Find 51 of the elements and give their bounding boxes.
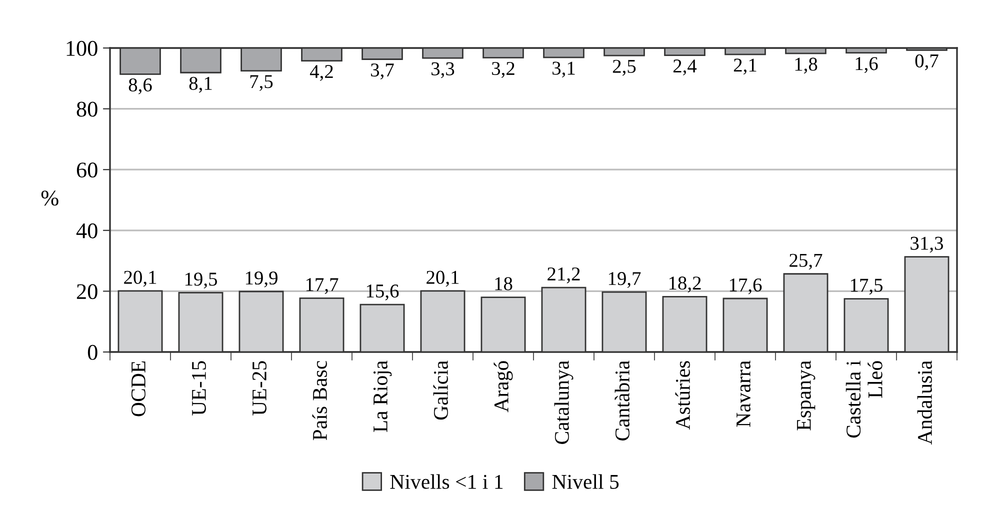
x-tick-label: País Basc — [312, 360, 327, 440]
data-label: 4,2 — [310, 65, 333, 81]
data-label: 21,2 — [548, 267, 580, 284]
data-label: 31,3 — [910, 236, 944, 253]
x-tick-label: Cantàbria — [614, 360, 630, 440]
data-label: 8,6 — [128, 78, 152, 94]
legend-label: Nivells <1 i 1 — [390, 474, 503, 489]
data-label: 3,7 — [371, 64, 394, 80]
data-label: 3,3 — [432, 62, 454, 78]
x-tick-label: La Rioja — [373, 360, 392, 432]
x-tick-label: Aragó — [494, 361, 513, 412]
legend-label: Nivell 5 — [552, 474, 619, 489]
data-label: 2,1 — [734, 58, 756, 75]
x-tick-label: Espanya — [797, 360, 816, 430]
data-label: 1,8 — [795, 58, 818, 74]
y-tick-label: 80 — [76, 102, 98, 117]
y-axis-title: % — [41, 190, 58, 206]
data-label: 1,6 — [856, 57, 878, 73]
x-tick-label: Astúries — [675, 361, 690, 430]
data-label: 18 — [495, 277, 512, 290]
data-label: 25,7 — [790, 254, 822, 270]
y-tick-label: 100 — [66, 40, 98, 56]
x-tick-label: OCDE — [131, 361, 146, 416]
data-label: 2,5 — [612, 60, 636, 76]
data-label: 18,2 — [669, 276, 701, 292]
data-label: 17,6 — [730, 278, 762, 294]
data-label: 20,1 — [426, 270, 459, 287]
x-tick-label: UE-15 — [192, 361, 206, 416]
data-label: 8,1 — [189, 76, 212, 93]
y-tick-label: 60 — [76, 162, 98, 178]
data-label: 7,5 — [250, 75, 273, 91]
y-tick-label: 40 — [76, 223, 98, 238]
y-tick-label: 0 — [88, 344, 98, 360]
x-tick-label: Andalusia — [917, 360, 932, 445]
data-label: 20,1 — [124, 270, 156, 287]
y-tick-label: 20 — [76, 284, 98, 300]
data-label: 17,5 — [850, 278, 883, 295]
x-tick-label: Catalunya — [554, 360, 574, 444]
x-tick-label: Galícia — [433, 360, 448, 420]
data-label: 19,7 — [608, 272, 641, 288]
x-tick-label: Castella i Lleó — [846, 360, 882, 438]
data-label: 19,9 — [246, 271, 278, 288]
data-label: 17,7 — [306, 278, 338, 294]
data-label: 3,2 — [492, 62, 514, 78]
data-label: 19,5 — [185, 272, 218, 289]
data-label: 15,6 — [366, 284, 399, 300]
x-tick-label: Navarra — [736, 360, 750, 427]
x-tick-label: UE-25 — [252, 361, 266, 416]
data-label: 2,4 — [673, 60, 697, 76]
data-label: 3,1 — [552, 62, 575, 78]
data-label: 0,7 — [915, 54, 938, 70]
